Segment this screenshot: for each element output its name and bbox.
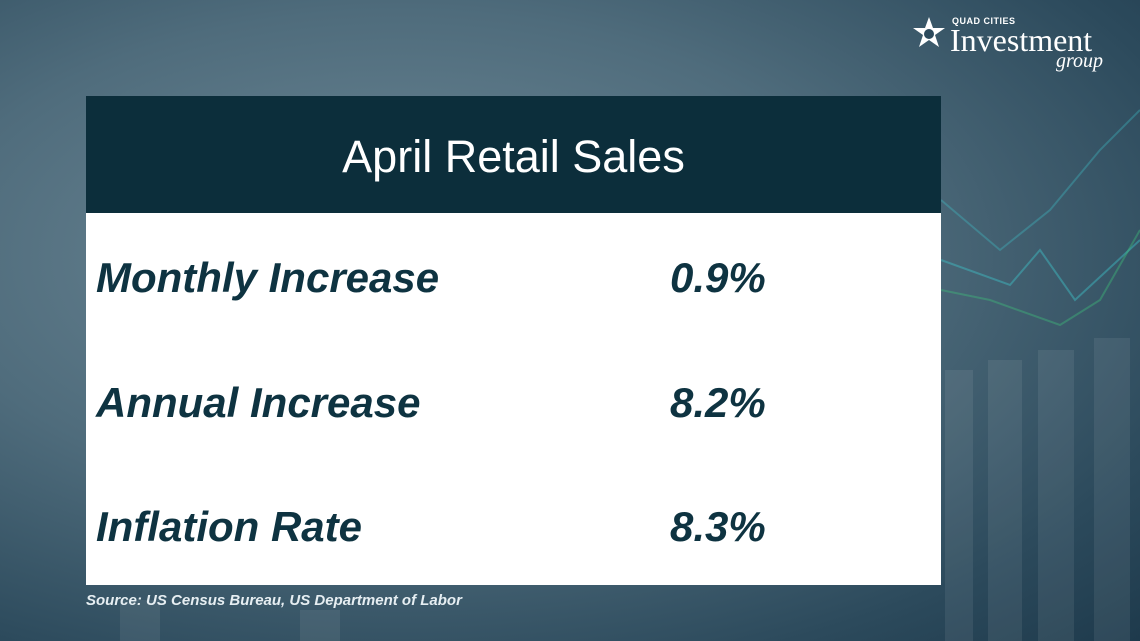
logo-top-text: QUAD CITIES (952, 16, 1016, 26)
table-row: Inflation Rate 8.3% (86, 497, 941, 557)
row-label: Monthly Increase (96, 254, 440, 301)
logo-sub: group (1056, 50, 1104, 72)
row-value: 0.9% (670, 254, 766, 301)
row-label: Annual Increase (96, 379, 421, 426)
source-note: Source: US Census Bureau, US Department … (86, 592, 462, 609)
table-panel: April Retail Sales Monthly Increase 0.9%… (86, 96, 941, 585)
logo-name: Investment (950, 22, 1093, 58)
row-value: 8.3% (670, 503, 766, 550)
table-title: April Retail Sales (86, 96, 941, 213)
row-value: 8.2% (670, 379, 766, 426)
table-row: Monthly Increase 0.9% (86, 248, 941, 308)
table-row: Annual Increase 8.2% (86, 373, 941, 433)
row-label: Inflation Rate (96, 503, 363, 550)
logo-star (913, 17, 945, 47)
